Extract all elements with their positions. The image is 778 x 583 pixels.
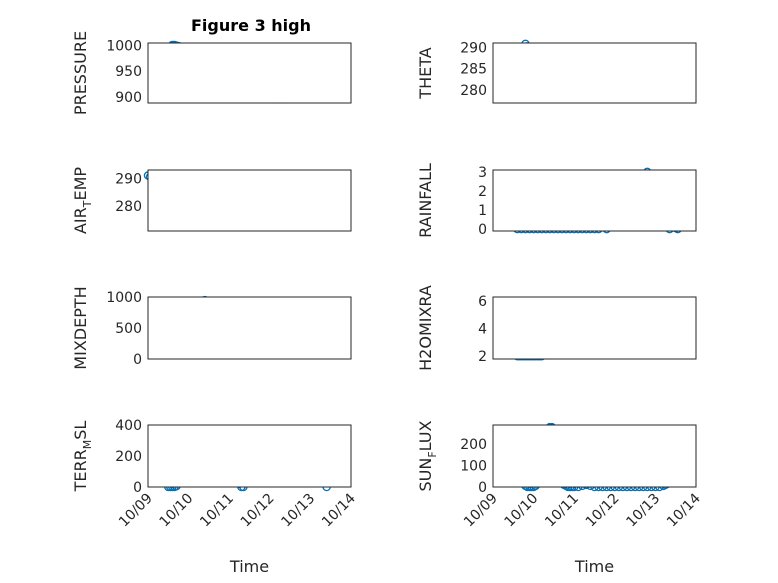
axes-frame (147, 42, 352, 104)
x-tick-label: 10/09 (116, 491, 156, 531)
y-axis-label: MIXDEPTH (71, 286, 90, 369)
y-tick-label: 200 (115, 449, 142, 465)
axes-frame (492, 296, 697, 360)
y-axis-label: AIRTEMP (71, 167, 94, 234)
y-tick-label: 0 (478, 480, 487, 496)
y-tick-label: 6 (478, 294, 487, 310)
panel-air_temp: 280 290 AIRTEMP (71, 167, 352, 234)
panel-rainfall: 0 1 2 3 RAINFALL (416, 163, 697, 238)
y-tick-label: 100 (460, 459, 487, 475)
y-tick-label: 0 (133, 352, 142, 368)
y-tick-label: 285 (460, 62, 487, 78)
y-tick-label: 3 (478, 165, 487, 181)
y-tick-label: 200 (460, 437, 487, 453)
x-tick-label: 10/11 (542, 491, 582, 531)
panel-terr_msl: 0 200 400 TERRMSL 10/09 10/10 10/11 10/12 10/13 1… (71, 418, 359, 576)
y-tick-label: 4 (478, 322, 487, 338)
axes-frame (147, 296, 352, 360)
x-tick-label: 10/10 (502, 491, 542, 531)
y-tick-label: 1000 (106, 290, 142, 306)
panel-theta: 280 285 290 THETA (416, 39, 697, 104)
x-tick-label: 10/09 (461, 491, 501, 531)
axes-frame (492, 169, 697, 232)
y-tick-label: 0 (133, 480, 142, 496)
panel-h2omixra: 2 4 6 H2OMIXRA (416, 285, 697, 371)
axes-frame (492, 424, 697, 488)
figure-title: Figure 3 high (191, 16, 311, 35)
y-tick-label: 290 (460, 40, 487, 56)
y-tick-label: 950 (115, 64, 142, 80)
y-tick-label: 2 (478, 184, 487, 200)
axes-frame (147, 169, 352, 232)
y-tick-label: 1 (478, 203, 487, 219)
x-tick-label: 10/12 (238, 491, 278, 531)
y-axis-label: SUNFLUX (416, 420, 439, 491)
y-tick-label: 2 (478, 349, 487, 365)
y-tick-label: 280 (460, 83, 487, 99)
x-tick-label: 10/13 (623, 491, 663, 531)
y-axis-label: TERRMSL (71, 421, 94, 493)
y-tick-label: 500 (115, 321, 142, 337)
y-axis-label: THETA (416, 47, 435, 99)
y-tick-label: 400 (115, 418, 142, 434)
panel-mixdepth: 0 500 1000 MIXDEPTH (71, 286, 352, 370)
y-tick-label: 280 (115, 199, 142, 215)
x-tick-label: 10/12 (583, 491, 623, 531)
x-axis-label: Time (229, 557, 269, 576)
y-tick-label: 1000 (106, 39, 142, 55)
x-tick-label: 10/10 (157, 491, 197, 531)
y-tick-label: 0 (478, 222, 487, 238)
y-axis-label: H2OMIXRA (416, 285, 435, 371)
y-axis-label: RAINFALL (416, 163, 435, 238)
y-axis-label: PRESSURE (71, 31, 90, 115)
axes-frame (147, 424, 352, 488)
x-axis-label: Time (574, 557, 614, 576)
x-tick-label: 10/11 (197, 491, 237, 531)
x-tick-label: 10/14 (319, 490, 359, 530)
panel-sun_flux: 0 100 200 SUNFLUX 10/09 10/10 10/11 10/12 10/13 1… (416, 420, 704, 576)
y-tick-label: 900 (115, 90, 142, 106)
axes-frame (492, 42, 697, 104)
y-tick-label: 290 (115, 171, 142, 187)
x-tick-label: 10/14 (664, 490, 704, 530)
panel-pressure: 900 950 1000 PRESSURE (71, 31, 352, 115)
x-tick-label: 10/13 (278, 491, 318, 531)
